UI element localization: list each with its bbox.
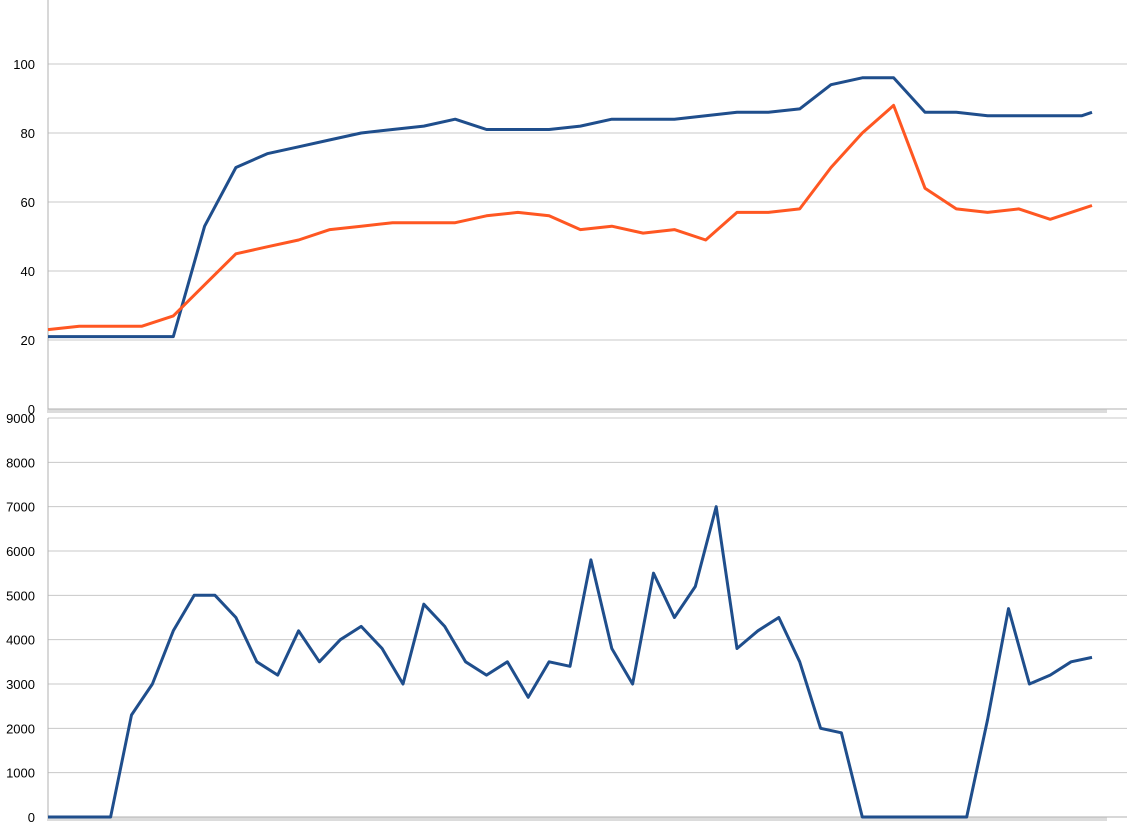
y-tick-label: 6000: [6, 544, 35, 559]
y-tick-label: 8000: [6, 455, 35, 470]
y-tick-label: 80: [21, 126, 35, 141]
y-tick-label: 7000: [6, 500, 35, 515]
y-tick-label: 60: [21, 195, 35, 210]
y-tick-label: 0: [28, 402, 35, 417]
y-tick-label: 120: [13, 0, 35, 3]
series-line: [48, 76, 1093, 339]
y-tick-label: 1000: [6, 766, 35, 781]
y-tick-label: 100: [13, 57, 35, 72]
y-tick-label: 4000: [6, 633, 35, 648]
series-line: [47, 103, 1093, 332]
y-tick-label: 0: [28, 810, 35, 823]
y-tick-label: 3000: [6, 677, 35, 692]
y-tick-label: 40: [21, 264, 35, 279]
y-tick-label: 5000: [6, 588, 35, 603]
y-tick-label: 2000: [6, 721, 35, 736]
series-line: [48, 505, 1093, 819]
y-tick-label: 20: [21, 333, 35, 348]
y-tick-label: 9000: [6, 411, 35, 426]
